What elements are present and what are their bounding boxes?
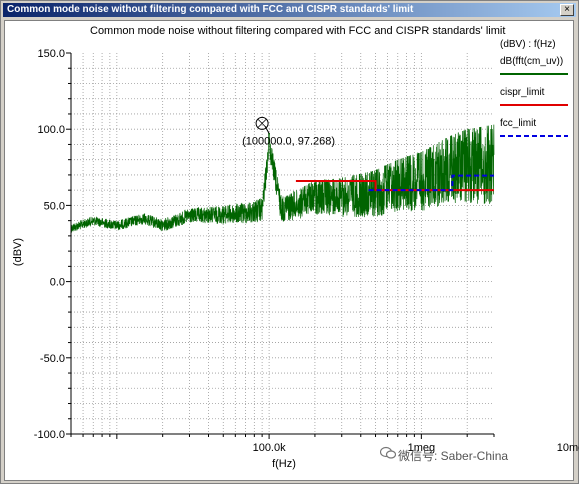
y-tick-label: 150.0	[37, 48, 65, 60]
series-fcc-limit	[368, 174, 494, 192]
close-button[interactable]: ×	[560, 4, 574, 16]
y-tick-label: 50.0	[44, 200, 65, 212]
legend-label: cispr_limit	[500, 87, 545, 98]
plot-background	[71, 53, 494, 434]
y-tick-label: -50.0	[40, 353, 65, 365]
x-tick-label: 1meg	[408, 442, 436, 454]
y-tick-label: 0.0	[50, 277, 65, 289]
annotations: (100000.0, 97.268)	[242, 116, 335, 147]
annotation-arrow	[264, 126, 270, 134]
window-title: Common mode noise without filtering comp…	[7, 4, 414, 15]
y-tick-label: -100.0	[34, 429, 65, 441]
annotation-marker-cross	[257, 119, 267, 128]
legend-label: fcc_limit	[500, 118, 536, 129]
legend-header: (dBV) : f(Hz)	[500, 39, 556, 50]
watermark-text: 微信号: Saber-China	[398, 449, 509, 463]
wechat-icon	[380, 446, 396, 459]
series-layer	[70, 124, 495, 233]
chart-title: Common mode noise without filtering comp…	[90, 25, 505, 37]
axes: 150.0 100.0 50.0 0.0 -50.0 -100.0 100.0k 1meg 10…	[34, 48, 579, 454]
series-cm-noise	[70, 124, 495, 233]
title-bar[interactable]: Common mode noise without filtering comp…	[3, 3, 576, 17]
grid	[71, 53, 494, 434]
y-tick-label: 100.0	[37, 124, 65, 136]
x-axis-label: f(Hz)	[272, 458, 296, 470]
legend-label: dB(fft(cm_uv))	[500, 56, 563, 67]
annotation-marker	[255, 116, 269, 130]
y-axis-label: (dBV)	[12, 238, 24, 266]
x-tick-label: 10meg	[557, 442, 579, 454]
legend: (dBV) : f(Hz) dB(fft(cm_uv)) cispr_limitf…	[500, 39, 568, 137]
x-tick-label: 100.0k	[253, 442, 287, 454]
annotation-label: (100000.0, 97.268)	[242, 135, 335, 147]
